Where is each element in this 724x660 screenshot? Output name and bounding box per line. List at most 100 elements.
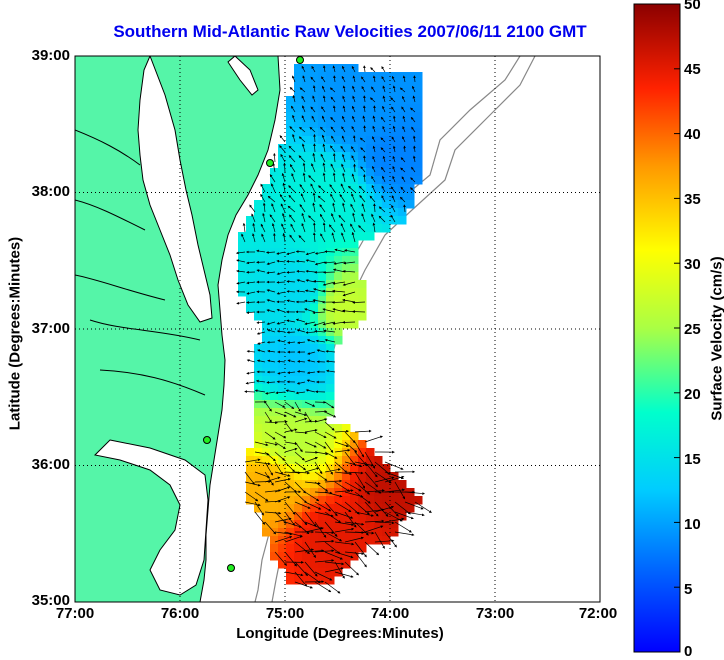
velocity-cell [326, 120, 335, 129]
velocity-cell [262, 512, 271, 521]
velocity-cell [406, 184, 415, 193]
velocity-cell [406, 152, 415, 161]
velocity-cell [350, 104, 359, 113]
velocity-cell [358, 152, 367, 161]
velocity-cell [262, 336, 271, 345]
velocity-arrow [287, 272, 295, 273]
velocity-cell [414, 80, 423, 89]
y-tick-label: 36:00 [20, 456, 70, 473]
x-tick-label: 72:00 [568, 605, 628, 622]
velocity-cell [302, 480, 311, 489]
velocity-cell [294, 112, 303, 121]
velocity-arrow [353, 312, 365, 313]
velocity-cell [334, 232, 343, 241]
velocity-cell [286, 144, 295, 153]
velocity-cell [318, 520, 327, 529]
velocity-cell [318, 336, 327, 345]
velocity-cell [286, 96, 295, 105]
velocity-cell [262, 232, 271, 241]
velocity-cell [294, 480, 303, 489]
velocity-cell [294, 296, 303, 305]
velocity-cell [382, 512, 391, 521]
velocity-cell [334, 320, 343, 329]
velocity-cell [342, 544, 351, 553]
velocity-cell [358, 120, 367, 129]
velocity-cell [302, 344, 311, 353]
velocity-cell [334, 496, 343, 505]
velocity-cell [326, 488, 335, 497]
velocity-cell [350, 272, 359, 281]
velocity-cell [374, 168, 383, 177]
velocity-cell [326, 208, 335, 217]
velocity-cell [326, 160, 335, 169]
velocity-cell [342, 240, 351, 249]
velocity-cell [302, 200, 311, 209]
velocity-cell [286, 240, 295, 249]
velocity-cell [262, 376, 271, 385]
velocity-cell [286, 272, 295, 281]
velocity-cell [310, 552, 319, 561]
velocity-cell [350, 248, 359, 257]
velocity-cell [254, 392, 263, 401]
velocity-cell [374, 88, 383, 97]
velocity-cell [302, 576, 311, 585]
velocity-cell [310, 264, 319, 273]
velocity-cell [254, 440, 263, 449]
velocity-cell [294, 440, 303, 449]
velocity-cell [238, 240, 247, 249]
velocity-cell [286, 344, 295, 353]
velocity-cell [302, 120, 311, 129]
velocity-cell [318, 96, 327, 105]
velocity-cell [406, 88, 415, 97]
velocity-cell [310, 240, 319, 249]
velocity-cell [326, 320, 335, 329]
colorbar-tick-label: 40 [684, 126, 720, 143]
velocity-cell [334, 272, 343, 281]
velocity-cell [334, 88, 343, 97]
velocity-cell [318, 144, 327, 153]
velocity-cell [414, 128, 423, 137]
velocity-cell [326, 80, 335, 89]
velocity-cell [390, 480, 399, 489]
velocity-cell [286, 192, 295, 201]
velocity-cell [358, 192, 367, 201]
velocity-cell [326, 472, 335, 481]
velocity-cell [286, 560, 295, 569]
velocity-cell [238, 280, 247, 289]
velocity-cell [302, 392, 311, 401]
velocity-cell [350, 432, 359, 441]
velocity-cell [374, 208, 383, 217]
velocity-cell [270, 376, 279, 385]
velocity-cell [270, 264, 279, 273]
velocity-cell [262, 320, 271, 329]
velocity-cell [294, 336, 303, 345]
velocity-cell [350, 192, 359, 201]
radar-station-marker [204, 437, 211, 444]
velocity-cell [334, 152, 343, 161]
velocity-cell [326, 288, 335, 297]
velocity-cell [294, 120, 303, 129]
velocity-cell [374, 456, 383, 465]
velocity-cell [358, 136, 367, 145]
velocity-cell [302, 112, 311, 121]
velocity-cell [350, 448, 359, 457]
velocity-cell [286, 160, 295, 169]
velocity-cell [254, 400, 263, 409]
velocity-cell [294, 176, 303, 185]
velocity-cell [342, 248, 351, 257]
velocity-cell [246, 272, 255, 281]
velocity-cell [262, 352, 271, 361]
velocity-cell [270, 240, 279, 249]
x-axis-label: Longitude (Degrees:Minutes) [75, 625, 605, 642]
velocity-cell [294, 368, 303, 377]
velocity-cell [286, 336, 295, 345]
velocity-cell [334, 472, 343, 481]
velocity-cell [342, 144, 351, 153]
velocity-cell [390, 96, 399, 105]
velocity-cell [286, 392, 295, 401]
velocity-cell [326, 88, 335, 97]
velocity-cell [350, 80, 359, 89]
velocity-cell [318, 72, 327, 81]
velocity-cell [294, 136, 303, 145]
velocity-arrow [245, 392, 255, 393]
